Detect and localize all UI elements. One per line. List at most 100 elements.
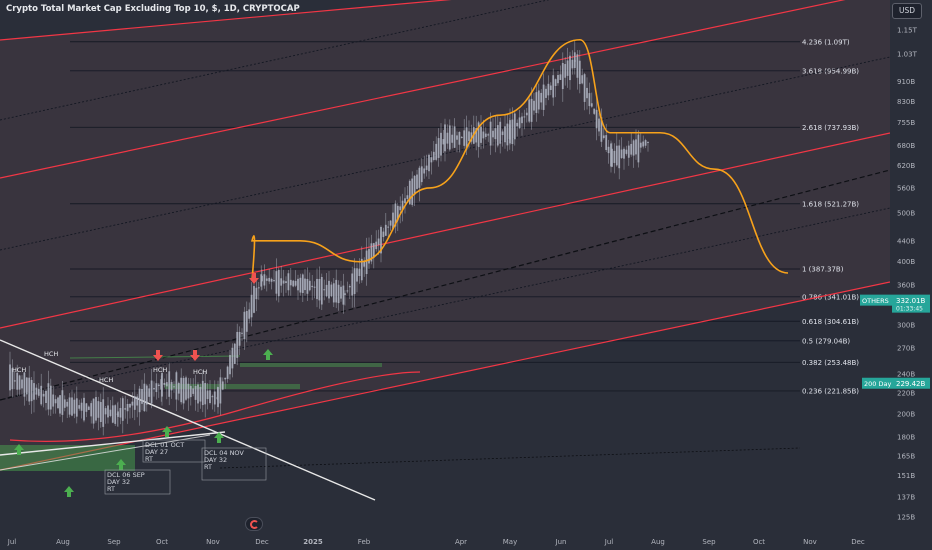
channel-line[interactable] [0, 0, 890, 179]
currency-button[interactable]: USD [892, 3, 922, 19]
candle-body [635, 139, 637, 155]
candle-body [499, 121, 502, 144]
candle-body [40, 385, 43, 405]
cycle-box-title: DCL 01 OCT [145, 441, 184, 449]
candle-body [586, 87, 588, 99]
candle-body [581, 75, 584, 84]
up-trendline[interactable] [0, 434, 211, 471]
candle-body [494, 128, 497, 140]
candle-body [325, 284, 328, 297]
candle-body [627, 145, 630, 158]
candle-body [61, 390, 64, 415]
fib-level-label: 3.618 (954.99B) [802, 67, 859, 75]
candle-body [57, 397, 59, 409]
candle-body [224, 377, 227, 380]
sell-signal-arrow-icon[interactable] [249, 273, 259, 284]
support-zone[interactable] [165, 384, 300, 389]
y-tick-label: 755B [897, 119, 915, 127]
price-axis[interactable] [890, 0, 932, 550]
candle-body [97, 401, 100, 418]
candle-body [396, 205, 399, 221]
candle-body [358, 268, 361, 277]
x-tick-label: Nov [206, 538, 220, 546]
channel-median-line[interactable] [0, 169, 891, 401]
candle-body [346, 290, 349, 292]
y-tick-label: 830B [897, 98, 915, 106]
buy-signal-arrow-icon[interactable] [162, 426, 172, 437]
candle-body [465, 127, 468, 150]
channel-line[interactable] [0, 0, 890, 41]
channel-line[interactable] [0, 132, 891, 329]
candle-body [602, 135, 605, 139]
candle-body [141, 389, 143, 404]
candle-body [611, 148, 613, 167]
candle-body [477, 122, 480, 148]
sell-signal-arrow-icon[interactable] [190, 350, 200, 361]
buy-signal-arrow-icon[interactable] [14, 444, 24, 455]
candle-body [153, 388, 155, 390]
candle-body [605, 135, 608, 150]
buy-signal-arrow-icon[interactable] [214, 432, 224, 443]
candle-body [217, 387, 219, 408]
y-tick-label: 1.15T [897, 27, 918, 35]
candle-body [537, 90, 540, 110]
candle-body [342, 285, 345, 305]
y-tick-label: 200B [897, 410, 915, 418]
price-candles[interactable] [9, 40, 649, 436]
arc-line[interactable] [9, 371, 421, 442]
candle-body [114, 405, 117, 424]
x-tick-label: Aug [56, 538, 70, 546]
candle-body [287, 273, 290, 291]
support-dotted-line[interactable] [219, 447, 801, 469]
candle-body [516, 122, 519, 127]
x-tick-label: Oct [156, 538, 168, 546]
candle-body [109, 409, 112, 416]
candle-body [610, 143, 612, 167]
candle-body [83, 397, 85, 421]
candle-body [530, 98, 533, 122]
candle-body [273, 280, 275, 282]
cycle-box-tag: RT [204, 463, 212, 471]
candle-body [306, 278, 309, 294]
buy-signal-arrow-icon[interactable] [64, 486, 74, 497]
y-tick-label: 270B [897, 345, 915, 353]
candle-body [475, 128, 478, 143]
candle-body [197, 384, 199, 404]
time-axis[interactable] [0, 532, 932, 550]
candle-body [13, 380, 16, 382]
candle-body [150, 380, 153, 404]
candle-body [107, 405, 109, 418]
candle-body [236, 331, 239, 358]
buy-signal-arrow-icon[interactable] [263, 349, 273, 360]
cycle-box-day: DAY 32 [107, 478, 130, 486]
candle-body [35, 387, 38, 395]
candle-body [168, 371, 171, 397]
channel-line[interactable] [0, 281, 891, 471]
projection-line[interactable] [250, 38, 789, 281]
buy-signal-arrow-icon[interactable] [116, 459, 126, 470]
candle-body [126, 403, 129, 412]
candle-body [9, 364, 11, 391]
candle-body [416, 174, 418, 189]
y-tick-label: 151B [897, 472, 915, 480]
candle-body [468, 131, 470, 141]
candle-body [518, 117, 521, 129]
candle-body [480, 126, 482, 143]
candle-body [335, 279, 338, 303]
candle-body [209, 390, 211, 404]
support-zone[interactable] [240, 363, 382, 367]
candle-body [63, 399, 66, 408]
candle-body [275, 271, 278, 294]
y-tick-label: 1.03T [897, 51, 918, 59]
x-tick-label: May [503, 538, 517, 546]
sell-signal-arrow-icon[interactable] [153, 350, 163, 361]
candle-body [504, 126, 506, 143]
candle-body [11, 368, 14, 390]
down-trendline[interactable] [0, 339, 376, 501]
up-trendline[interactable] [0, 431, 226, 456]
